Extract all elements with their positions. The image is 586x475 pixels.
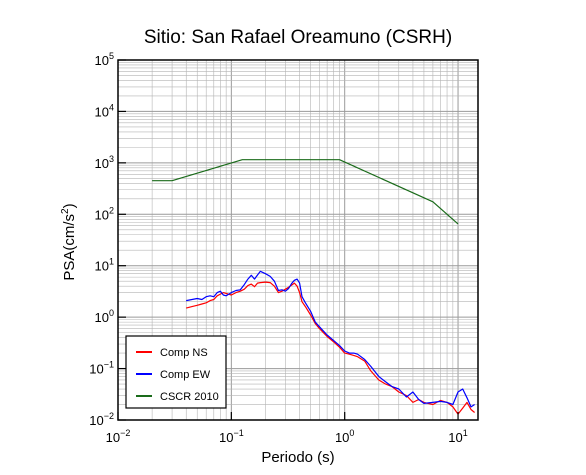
y-tick-label-exponent: 0 (109, 308, 114, 318)
y-tick-label-exponent: −1 (104, 360, 114, 370)
x-tick-label-base: 10 (219, 430, 233, 445)
y-tick-label: 100 (95, 308, 114, 325)
series-layer (152, 159, 475, 415)
y-tick-label-exponent: 4 (109, 102, 114, 112)
y-tick-label: 101 (95, 257, 114, 274)
y-axis-label-sup: 2 (60, 208, 71, 214)
legend-label-cscr-2010: CSCR 2010 (160, 391, 219, 403)
axis-ticks (117, 59, 459, 421)
x-tick-label-base: 10 (335, 430, 349, 445)
y-tick-label-base: 10 (95, 207, 109, 222)
legend-label-comp-ew: Comp EW (160, 369, 211, 381)
x-tick-label-exponent: −2 (120, 428, 130, 438)
x-tick-label-base: 10 (448, 430, 462, 445)
plot-frame (117, 59, 479, 421)
series-line-comp-ns (186, 281, 475, 415)
x-tick-labels: 10−2 10−1 100 101 (106, 428, 468, 445)
y-tick-label-base: 10 (95, 310, 109, 325)
y-tick-label-exponent: 5 (109, 51, 114, 61)
x-tick-label-base: 10 (106, 430, 120, 445)
y-tick-label-base: 10 (95, 156, 109, 171)
x-tick-label-exponent: 0 (349, 428, 354, 438)
y-tick-label-exponent: 3 (109, 154, 114, 164)
x-tick-label: 101 (448, 428, 467, 445)
x-tick-label: 10−1 (219, 428, 244, 445)
y-tick-label-exponent: 1 (109, 257, 114, 267)
y-axis-label: PSA(cm/s2) (60, 203, 78, 280)
y-tick-label: 105 (95, 51, 114, 68)
y-tick-label: 104 (95, 102, 114, 119)
y-tick-label-exponent: −2 (104, 411, 114, 421)
legend: Comp NS Comp EW CSCR 2010 (125, 335, 227, 409)
y-axis-label-base: PSA(cm/s (61, 214, 78, 281)
chart-title: Sitio: San Rafael Oreamuno (CSRH) (144, 27, 452, 48)
x-tick-label: 10−2 (106, 428, 131, 445)
y-tick-label-base: 10 (95, 104, 109, 119)
y-tick-label: 10−2 (89, 411, 114, 428)
y-tick-label: 102 (95, 205, 114, 222)
y-tick-label-base: 10 (95, 259, 109, 274)
y-tick-label-exponent: 2 (109, 205, 114, 215)
y-tick-label-base: 10 (89, 362, 103, 377)
x-tick-label-exponent: −1 (233, 428, 243, 438)
y-tick-label: 10−1 (89, 360, 114, 377)
y-tick-label-base: 10 (95, 53, 109, 68)
y-axis-label-end: ) (61, 203, 78, 208)
x-tick-label: 100 (335, 428, 354, 445)
series-line-cscr-2010 (152, 159, 459, 225)
series-line-comp-ew (186, 270, 475, 408)
y-tick-label: 103 (95, 154, 114, 171)
x-axis-label: Periodo (s) (261, 449, 334, 466)
x-tick-label-exponent: 1 (463, 428, 468, 438)
y-tick-label-base: 10 (89, 413, 103, 428)
legend-label-comp-ns: Comp NS (160, 347, 208, 359)
